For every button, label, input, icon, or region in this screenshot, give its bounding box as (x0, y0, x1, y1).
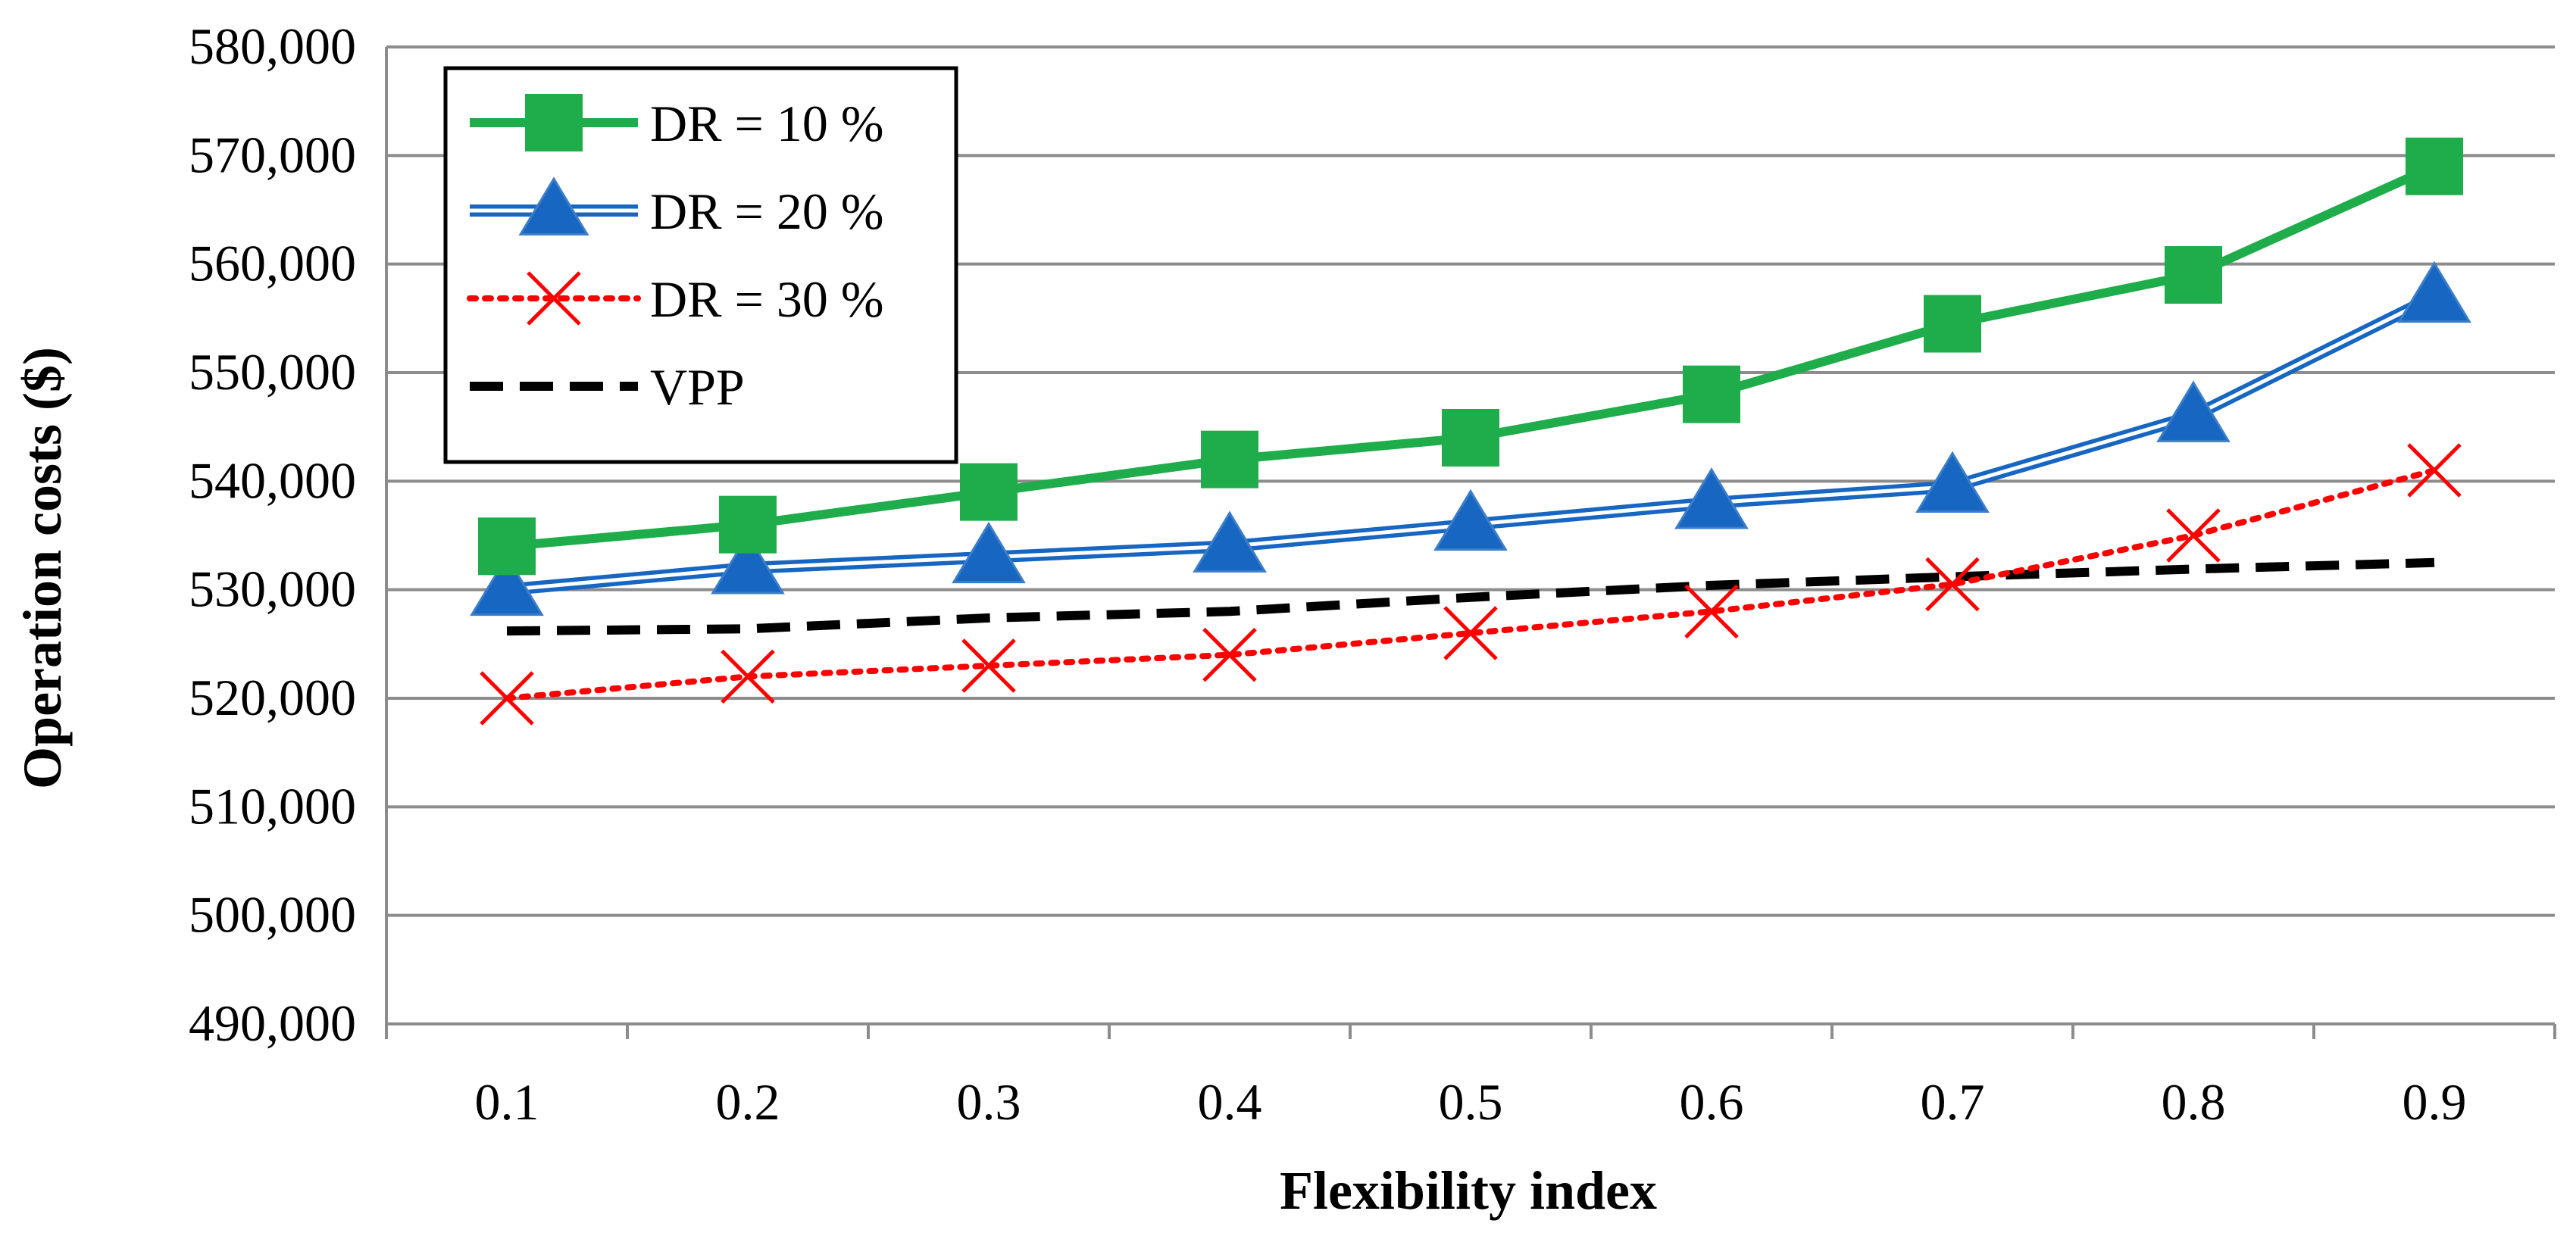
series-layer (470, 137, 2471, 726)
legend-item: VPP (470, 358, 745, 416)
triangle-marker (1193, 510, 1267, 573)
legend-item: DR = 30 % (467, 270, 883, 328)
x-marker (527, 271, 581, 326)
square-marker (1924, 295, 1981, 353)
y-tick-label: 530,000 (189, 560, 356, 618)
square-marker (2165, 246, 2222, 304)
x-marker (1684, 584, 1739, 639)
triangle-marker (711, 532, 785, 595)
square-marker (1683, 365, 1740, 423)
x-marker (721, 649, 775, 704)
legend-label: DR = 20 % (650, 183, 883, 240)
x-tick-label: 0.3 (957, 1073, 1021, 1131)
x-tick-label: 0.5 (1439, 1073, 1503, 1131)
triangle-marker (1915, 451, 1990, 513)
y-tick-label: 500,000 (189, 886, 356, 944)
x-tick-label: 0.2 (716, 1073, 780, 1131)
y-tick-label: 580,000 (189, 17, 356, 75)
x-tick-label: 0.8 (2162, 1073, 2226, 1131)
x-marker (2166, 508, 2221, 563)
x-marker (961, 638, 1016, 693)
y-tick-label: 490,000 (189, 994, 356, 1052)
y-tick-label: 510,000 (189, 777, 356, 835)
square-marker (719, 495, 777, 554)
square-marker (525, 94, 583, 151)
y-axis-ticks: 490,000 500,000 510,000 520,000 530,000 540,0… (189, 17, 356, 1052)
y-tick-label: 570,000 (189, 126, 356, 183)
x-marker (1443, 606, 1498, 660)
x-tick-label: 0.6 (1680, 1073, 1744, 1131)
legend-item: DR = 10 % (470, 94, 883, 152)
x-tick-label: 0.9 (2402, 1073, 2467, 1131)
y-tick-label: 560,000 (189, 235, 356, 292)
triangle-marker (2156, 380, 2231, 442)
y-tick-label: 550,000 (189, 343, 356, 401)
triangle-marker (470, 554, 544, 616)
series-line (506, 557, 2435, 636)
x-marker (1925, 557, 1980, 612)
triangle-marker (1674, 467, 1749, 529)
x-tick-label: 0.4 (1198, 1073, 1262, 1131)
triangle-marker (1433, 488, 1508, 551)
triangle-marker (952, 521, 1026, 584)
x-tick-label: 0.7 (1921, 1073, 1985, 1131)
legend-item: DR = 20 % (470, 176, 883, 240)
y-tick-label: 520,000 (189, 669, 356, 726)
x-tick-label: 0.1 (475, 1073, 539, 1131)
square-marker (2406, 137, 2463, 195)
legend-label: DR = 10 % (650, 95, 883, 152)
x-axis: 0.1 0.2 0.3 0.4 0.5 0.6 0.7 0.8 0.9 (385, 47, 2556, 1131)
series-dr-10- (478, 137, 2463, 576)
square-marker (1442, 409, 1499, 467)
series-vpp (506, 557, 2435, 636)
triangle-marker (2397, 261, 2471, 323)
triangle-marker (518, 176, 589, 236)
legend: DR = 10 % DR = 20 % DR = 30 % VPP (443, 66, 958, 464)
square-marker (960, 463, 1018, 521)
y-axis-title: Operation costs ($) (12, 347, 73, 789)
x-marker (1202, 627, 1257, 682)
square-marker (478, 517, 536, 576)
series-dr-30- (480, 443, 2462, 726)
series-line (504, 467, 2437, 701)
legend-label: VPP (650, 358, 745, 416)
x-marker (480, 671, 534, 726)
legend-label: DR = 30 % (650, 270, 883, 328)
square-marker (1201, 430, 1258, 488)
series-dr-20- (470, 261, 2471, 616)
y-tick-label: 540,000 (189, 451, 356, 509)
x-marker (2407, 443, 2462, 498)
x-axis-title: Flexibility index (1280, 1160, 1657, 1221)
